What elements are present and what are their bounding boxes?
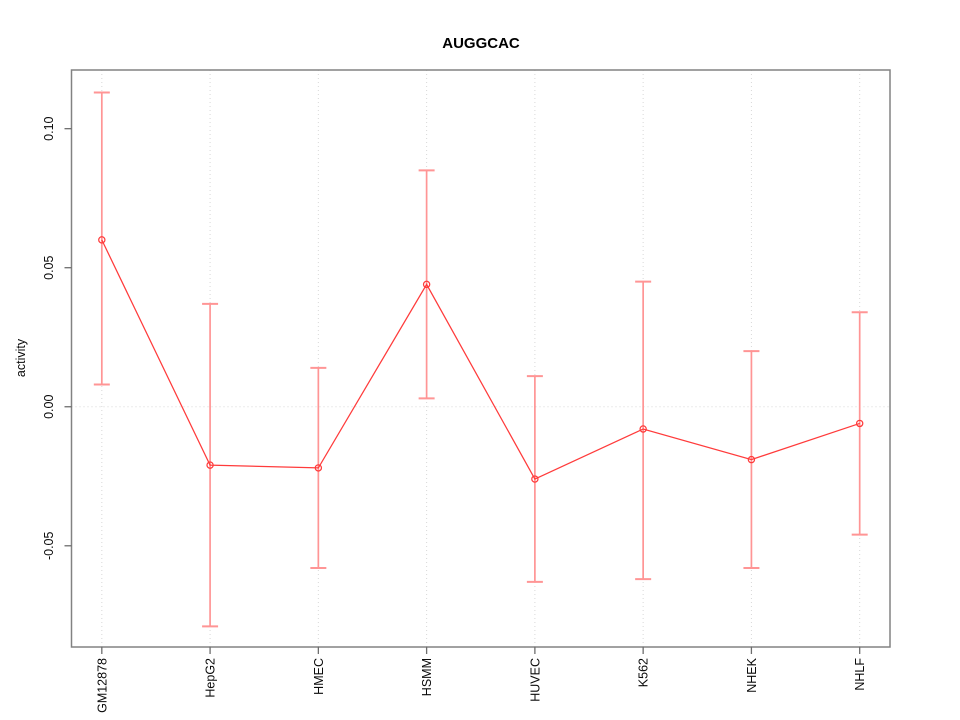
data-point (314, 464, 323, 472)
data-point (98, 236, 106, 244)
x-tick-label: HSMM (420, 658, 434, 696)
plot-layers: -0.05 0.00 0.05 0.10 GM12878 HepG2 HMEC HSMM HUV… (42, 69, 891, 713)
data-point (422, 280, 431, 289)
y-axis-label: activity (14, 338, 28, 377)
data-line (101, 239, 860, 480)
y-tick-label: 0.10 (42, 116, 56, 140)
x-tick-label: NHEK (745, 657, 759, 692)
x-tick-label: NHLF (853, 658, 867, 691)
data-point (855, 419, 864, 428)
x-tick-label: HUVEC (528, 658, 542, 702)
x-tick-label: GM12878 (95, 658, 109, 713)
data-point (639, 425, 647, 433)
plot-border (70, 69, 891, 648)
data-point (206, 461, 214, 469)
data-point (531, 475, 539, 483)
y-tick-label: 0.05 (42, 256, 56, 280)
y-tick-label: -0.05 (42, 531, 56, 560)
x-tick-label: HepG2 (204, 658, 218, 698)
data-point (747, 455, 756, 464)
chart-title: AUGGCAC (442, 35, 520, 52)
y-tick-label: 0.00 (42, 395, 56, 419)
x-tick-label: K562 (637, 658, 651, 687)
x-tick-label: HMEC (312, 658, 326, 695)
